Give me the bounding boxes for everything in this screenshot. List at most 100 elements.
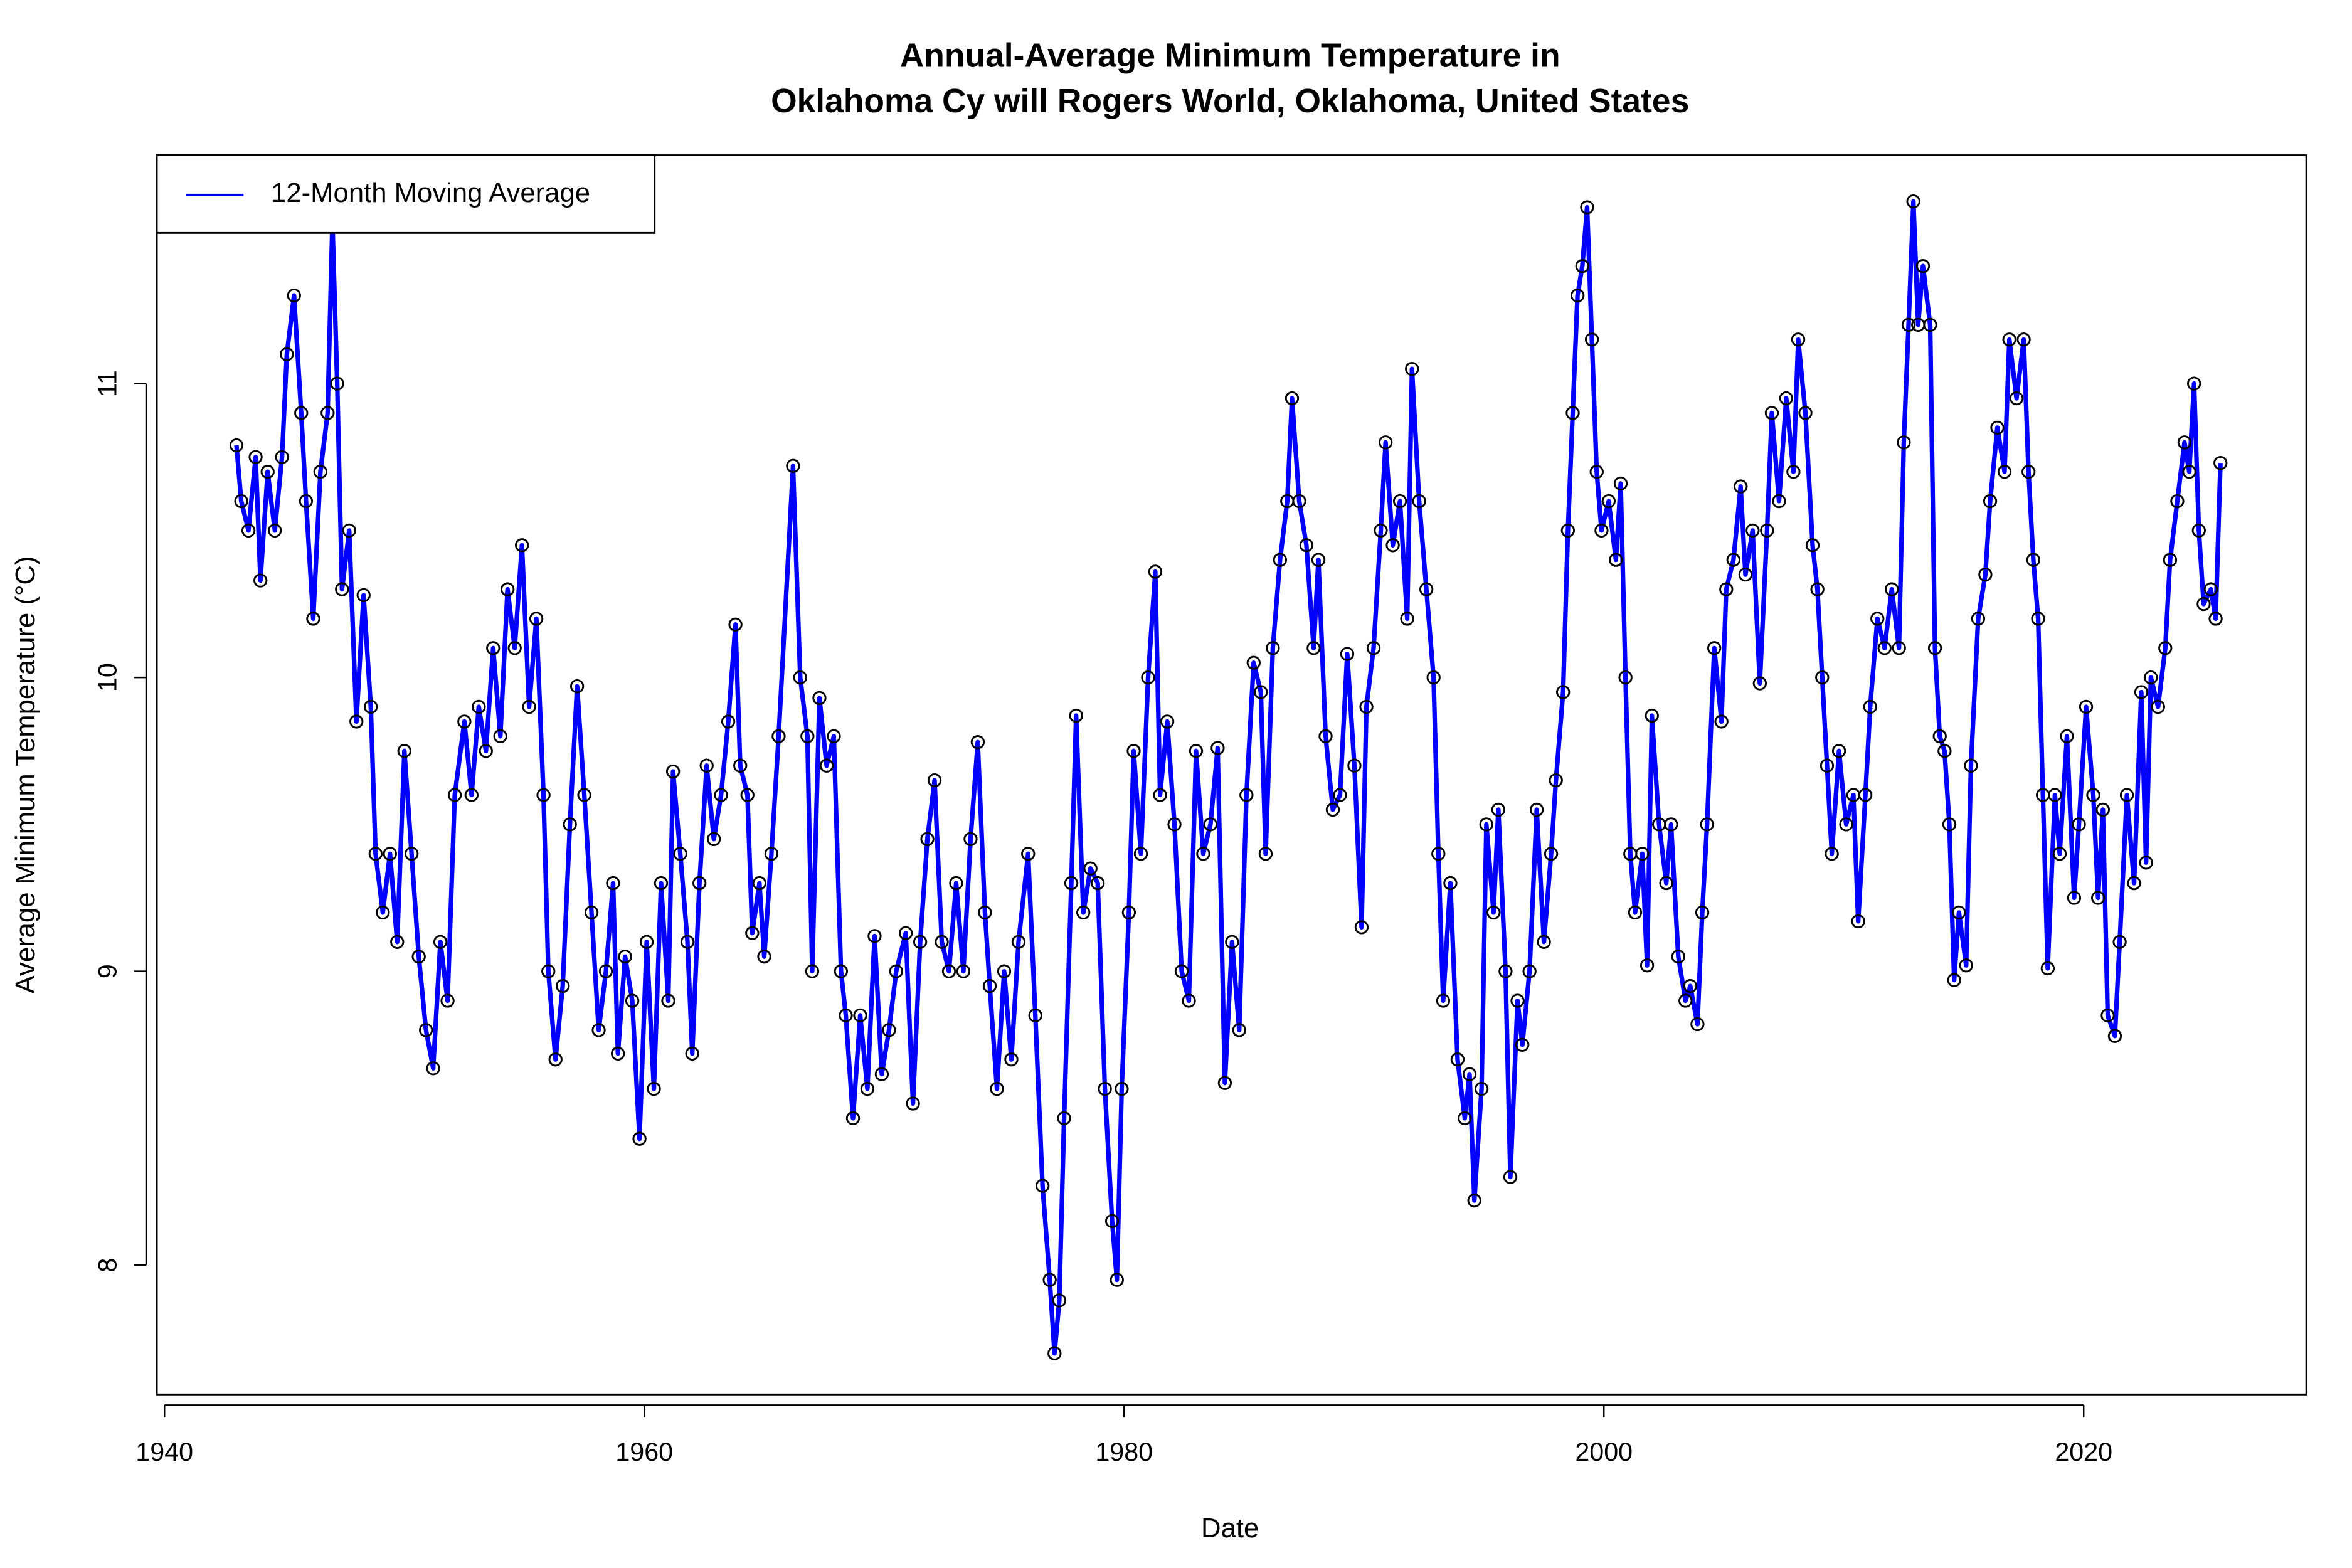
data-point <box>584 905 599 920</box>
data-point <box>1498 964 1513 978</box>
data-point <box>2158 641 2173 655</box>
data-point <box>2163 553 2178 567</box>
data-point <box>1366 641 1381 655</box>
data-point <box>2040 961 2055 976</box>
data-point <box>1057 1111 1071 1126</box>
data-point <box>2139 856 2153 870</box>
data-point <box>1510 993 1525 1008</box>
data-point <box>867 929 882 943</box>
data-point <box>2203 582 2218 596</box>
data-point <box>2026 553 2041 567</box>
data-point <box>733 758 748 773</box>
data-point <box>1028 1008 1042 1023</box>
data-point <box>1254 685 1268 699</box>
data-point <box>1354 920 1369 935</box>
data-point <box>665 764 681 779</box>
data-point <box>1160 714 1175 729</box>
data-point <box>1947 973 1961 987</box>
data-point <box>1042 1273 1057 1287</box>
data-point <box>2191 523 2206 538</box>
data-point <box>563 817 577 832</box>
data-point <box>1678 993 1693 1008</box>
data-point <box>1786 464 1801 479</box>
data-point <box>898 926 913 940</box>
data-point <box>860 1081 875 1096</box>
data-point <box>313 464 328 479</box>
data-point <box>248 450 263 464</box>
data-point <box>1549 773 1563 788</box>
plot-area <box>229 194 2228 1360</box>
y-tick-label: 9 <box>93 964 122 978</box>
data-point <box>390 935 405 949</box>
data-point <box>1311 553 1326 567</box>
data-point <box>706 832 721 846</box>
data-point <box>1462 1067 1477 1081</box>
data-point <box>1791 332 1806 347</box>
data-point <box>2002 332 2016 347</box>
x-axis-label: Date <box>1201 1513 1259 1544</box>
data-point <box>1580 200 1594 215</box>
data-point <box>1285 391 1300 406</box>
data-point <box>234 494 248 509</box>
data-point <box>771 729 786 743</box>
data-point <box>294 406 309 420</box>
data-point <box>2144 670 2158 685</box>
data-point <box>472 699 486 714</box>
data-point <box>2208 612 2223 626</box>
data-point <box>1906 194 1920 209</box>
data-point <box>1635 847 1650 861</box>
y-axis-label: Average Minimum Temperature (°C) <box>10 556 41 994</box>
data-point <box>1932 729 1947 743</box>
data-point <box>1098 1081 1112 1096</box>
data-point <box>1458 1111 1472 1126</box>
data-point <box>541 964 556 978</box>
data-point <box>786 458 800 473</box>
data-point <box>411 950 426 964</box>
data-point <box>2112 935 2127 949</box>
data-point <box>845 1111 861 1126</box>
data-point <box>1104 1214 1120 1229</box>
data-point <box>1923 317 1937 332</box>
data-point <box>1810 582 1825 596</box>
data-point <box>1997 464 2012 479</box>
data-point <box>1474 1081 1489 1096</box>
data-point <box>447 788 462 802</box>
data-point <box>1347 758 1362 773</box>
data-point <box>1011 935 1026 949</box>
data-point <box>1318 729 1333 743</box>
data-point <box>1385 538 1400 553</box>
data-point <box>661 993 675 1008</box>
data-point <box>426 1061 440 1076</box>
data-point <box>839 1008 853 1023</box>
data-point <box>1901 317 1916 332</box>
data-point <box>913 935 928 949</box>
data-point <box>1618 670 1633 685</box>
data-point <box>625 993 640 1008</box>
data-point <box>548 1052 563 1067</box>
data-point <box>1153 788 1167 802</box>
data-point <box>745 926 760 940</box>
data-point <box>418 1023 433 1037</box>
data-point <box>457 714 472 729</box>
data-point <box>1299 538 1314 553</box>
data-point <box>2127 876 2141 891</box>
data-point <box>1359 699 1374 714</box>
data-point <box>764 847 779 861</box>
data-point <box>1565 406 1580 420</box>
y-tick-label: 8 <box>93 1258 122 1273</box>
data-point <box>970 735 985 750</box>
data-point <box>2072 817 2086 832</box>
data-point <box>2095 802 2110 817</box>
data-point <box>1726 553 1740 567</box>
data-point <box>405 847 419 861</box>
data-point <box>1820 758 1835 773</box>
data-point <box>376 905 390 920</box>
data-point <box>1021 847 1036 861</box>
data-point <box>1486 905 1501 920</box>
data-point <box>1083 861 1098 876</box>
data-point <box>275 450 289 464</box>
data-point <box>1738 567 1753 582</box>
data-point <box>685 1046 699 1061</box>
data-point <box>335 582 349 596</box>
